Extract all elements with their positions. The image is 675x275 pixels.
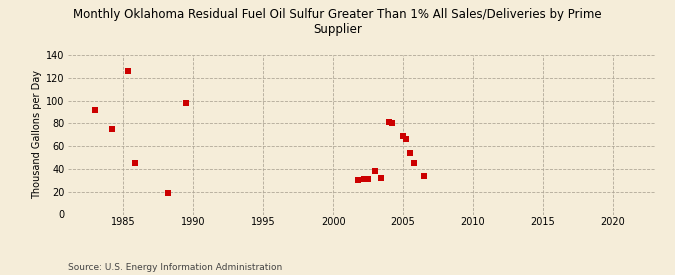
Point: [383, 120, 394, 124]
Point: [353, 178, 364, 183]
Point: [400, 137, 411, 142]
Point: [107, 127, 117, 131]
Point: [370, 169, 381, 174]
Point: [358, 177, 369, 182]
Point: [90, 108, 101, 112]
Point: [163, 191, 173, 195]
Point: [362, 177, 373, 182]
Point: [404, 151, 415, 155]
Text: Source: U.S. Energy Information Administration: Source: U.S. Energy Information Administ…: [68, 263, 281, 272]
Point: [409, 161, 420, 166]
Point: [418, 174, 429, 178]
Point: [387, 121, 398, 126]
Point: [122, 69, 133, 73]
Point: [375, 176, 386, 180]
Text: Monthly Oklahoma Residual Fuel Oil Sulfur Greater Than 1% All Sales/Deliveries b: Monthly Oklahoma Residual Fuel Oil Sulfu…: [73, 8, 602, 36]
Y-axis label: Thousand Gallons per Day: Thousand Gallons per Day: [32, 70, 42, 199]
Point: [181, 101, 192, 105]
Point: [129, 161, 140, 166]
Point: [398, 134, 408, 138]
